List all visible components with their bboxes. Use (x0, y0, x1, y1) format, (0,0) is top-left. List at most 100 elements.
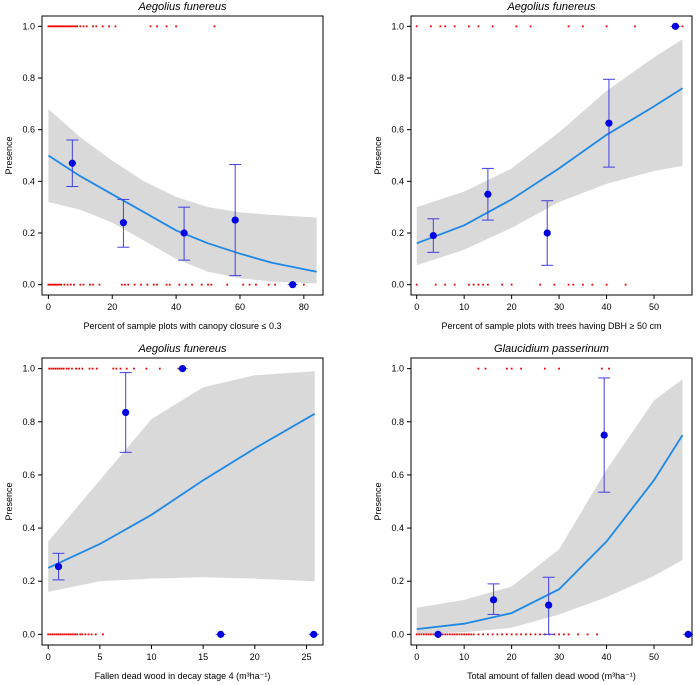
rug-absent-tick (486, 283, 489, 286)
x-tick-label: 50 (649, 302, 659, 312)
rug-absent-tick (274, 283, 277, 286)
binned-point (545, 601, 553, 609)
binned-point (484, 190, 492, 198)
x-tick-label: 5 (97, 652, 102, 662)
rug-present-tick (581, 25, 584, 28)
rug-absent-tick (92, 283, 94, 286)
rug-absent-tick (82, 283, 85, 286)
rug-absent-tick (425, 633, 428, 636)
y-tick-label: 0.2 (22, 228, 35, 238)
y-tick-label: 0.6 (22, 470, 35, 480)
rug-absent-tick (67, 633, 70, 636)
binned-point (600, 431, 608, 439)
rug-absent-tick (558, 633, 560, 636)
x-tick-label: 0 (414, 302, 419, 312)
rug-present-tick (165, 25, 168, 28)
rug-present-tick (79, 25, 82, 28)
x-tick-label: 40 (171, 302, 181, 312)
rug-absent-tick (49, 283, 51, 286)
rug-present-tick (520, 367, 523, 370)
x-tick-label: 10 (459, 652, 469, 662)
y-tick-label: 0.2 (22, 576, 35, 586)
y-tick-label: 0.8 (391, 73, 404, 83)
y-tick-label: 1.0 (22, 364, 35, 374)
fitted-curve (47, 154, 317, 273)
rug-absent-tick (418, 633, 420, 636)
rug-absent-tick (210, 283, 213, 286)
y-axis-label: Presence (4, 482, 14, 520)
x-tick-label: 40 (602, 302, 612, 312)
rug-absent-tick (76, 633, 79, 636)
rug-absent-tick (572, 283, 575, 286)
rug-present-tick (62, 367, 65, 370)
binned-point (489, 596, 498, 604)
y-axis-label: Presence (373, 482, 383, 520)
binned-point (119, 219, 128, 227)
binned-point (231, 216, 239, 224)
rug-present-tick (60, 367, 63, 370)
chart-panel-4: 0 10 20 30 40 50 0.0 0.2 0.4 0.6 0.8 1.0 Glaucidium … (373, 343, 694, 681)
x-tick-label: 20 (507, 652, 517, 662)
rug-absent-tick (465, 633, 468, 636)
y-tick-label: 0.4 (391, 176, 404, 186)
rug-absent-tick (482, 633, 485, 636)
rug-absent-tick (207, 283, 209, 286)
rug-absent-tick (81, 633, 84, 636)
y-axis-label: Presence (4, 136, 14, 174)
rug-absent-tick (415, 283, 418, 286)
rug-present-tick (101, 25, 104, 28)
y-tick-label: 0.2 (391, 228, 404, 238)
rug-present-tick (78, 367, 81, 370)
rug-absent-tick (63, 633, 66, 636)
rug-absent-tick (501, 283, 504, 286)
rug-absent-tick (510, 283, 513, 286)
rug-absent-tick (501, 633, 504, 636)
rug-present-tick (213, 25, 216, 28)
rug-present-tick (175, 25, 178, 28)
rug-present-tick (92, 25, 94, 28)
rug-present-tick (71, 25, 74, 28)
rug-present-tick (477, 25, 480, 28)
rug-absent-tick (53, 283, 56, 286)
rug-present-tick (58, 25, 61, 28)
rug-present-tick (71, 367, 73, 370)
x-tick-label: 10 (146, 652, 156, 662)
rug-absent-tick (55, 283, 58, 286)
rug-present-tick (68, 25, 71, 28)
rug-absent-tick (491, 633, 494, 636)
binned-point (54, 563, 63, 571)
fitted-curve (416, 434, 684, 630)
x-tick-label: 30 (554, 302, 564, 312)
rug-absent-tick (624, 283, 627, 286)
y-tick-label: 0.0 (391, 280, 404, 290)
rug-absent-tick (59, 633, 62, 636)
rug-absent-tick (534, 633, 537, 636)
rug-present-tick (63, 25, 66, 28)
binned-point (310, 630, 318, 638)
rug-absent-tick (420, 633, 423, 636)
x-tick-label: 60 (235, 302, 245, 312)
rug-present-tick (505, 367, 508, 370)
rug-present-tick (491, 25, 494, 28)
rug-absent-tick (140, 283, 142, 286)
rug-present-tick (75, 367, 77, 370)
rug-absent-tick (57, 633, 60, 636)
rug-absent-tick (605, 283, 608, 286)
rug-absent-tick (553, 283, 556, 286)
fitted-curve (47, 413, 316, 569)
rug-absent-tick (460, 633, 463, 636)
y-tick-label: 0.8 (22, 73, 35, 83)
rug-present-tick (634, 25, 636, 28)
rug-absent-tick (539, 633, 542, 636)
x-tick-label: 0 (46, 652, 51, 662)
rug-absent-tick (79, 283, 82, 286)
rug-present-tick (453, 25, 456, 28)
rug-absent-tick (200, 283, 203, 286)
x-tick-label: 0 (46, 302, 51, 312)
rug-present-tick (49, 25, 51, 28)
x-axis-label: Total amount of fallen dead wood (m³ha⁻¹… (467, 671, 636, 681)
x-tick-label: 20 (250, 652, 260, 662)
rug-present-tick (95, 367, 98, 370)
rug-absent-tick (477, 283, 480, 286)
rug-present-tick (52, 367, 55, 370)
